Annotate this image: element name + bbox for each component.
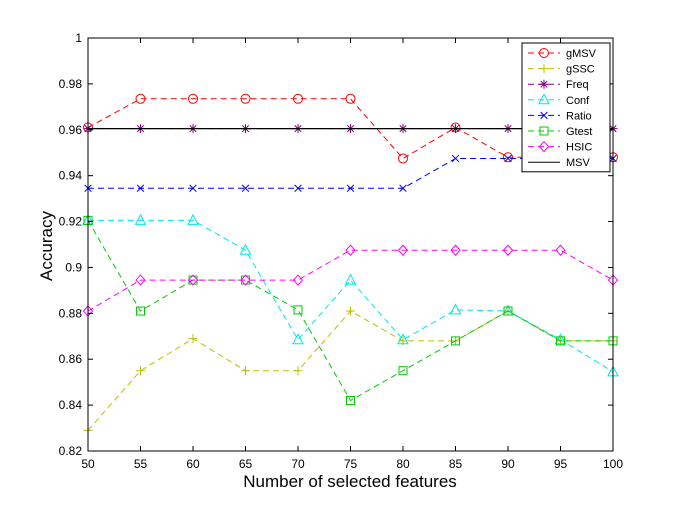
data-point-conf [239,243,252,255]
series-line-hsic [87,249,614,312]
data-point-gssc [136,366,145,376]
data-point-gtest [293,305,303,315]
legend-item-freq: Freq [528,79,589,91]
y-axis-title: Accuracy [37,211,56,281]
legend-item-conf: Conf [528,93,590,107]
data-point-hsic [292,274,304,286]
x-tick-label: 80 [396,457,410,471]
data-point-ratio [451,154,460,163]
data-point-gmsv [135,93,146,104]
series-hsic [82,244,619,317]
data-point-hsic [555,244,566,256]
x-tick-label: 50 [81,457,95,471]
series-line-gtest [87,220,613,402]
x-tick-label: 95 [554,457,568,471]
data-point-gmsv [398,153,408,164]
data-point-hsic [345,244,356,256]
x-axis-title: Number of selected features [243,472,457,491]
x-tick-label: 90 [501,457,515,471]
legend: gMSV gSSC Freq Conf Ratio Gtest HSIC MSV [521,42,611,173]
legend-marker-hsic [538,140,550,153]
y-tick-label: 0.96 [59,123,83,137]
data-point-conf [344,273,357,285]
legend-label-gmsv: gMSV [566,48,597,60]
legend-marker-gtest [539,126,549,136]
data-point-ratio [241,184,250,193]
legend-item-gssc: gSSC [528,64,595,76]
data-point-gtest [398,366,408,376]
data-point-ratio [346,184,355,193]
x-tick-label: 60 [186,457,200,471]
legend-item-gtest: Gtest [528,126,592,138]
y-tick-label: 0.86 [59,352,83,366]
legend-item-ratio: Ratio [528,110,592,122]
data-point-gtest [556,336,565,346]
data-point-hsic [240,274,251,286]
data-point-ratio [399,184,407,193]
data-point-conf [397,333,409,345]
legend-box [521,42,611,173]
data-point-gmsv [345,93,356,104]
y-tick-label: 0.88 [59,306,83,320]
x-tick-label: 75 [344,457,358,471]
data-point-conf [187,213,199,225]
x-tick-label: 85 [449,457,463,471]
data-point-gmsv [240,93,251,104]
data-point-ratio [294,184,302,193]
data-point-ratio [189,184,197,193]
y-tick-label: 0.94 [59,169,83,183]
data-point-ratio [136,184,145,193]
legend-item-hsic: HSIC [528,140,592,154]
series-layer [82,93,619,435]
legend-label-conf: Conf [566,95,590,107]
y-tick-label: 0.92 [59,215,83,229]
x-tick-label: 55 [134,457,148,471]
legend-item-msv: MSV [528,157,591,169]
legend-marker-ratio [540,111,548,120]
series-line-gmsv [87,98,613,160]
legend-label-msv: MSV [566,157,591,169]
data-point-gssc [188,334,198,344]
legend-marker-freq [539,79,549,89]
y-tick-label: 1 [75,31,82,45]
legend-marker-gssc [539,64,549,74]
data-point-gtest [503,306,513,316]
data-point-conf [292,333,304,345]
legend-item-gmsv: gMSV [528,48,597,60]
legend-marker-gmsv [539,48,549,58]
legend-label-gtest: Gtest [566,126,592,138]
data-point-gssc [346,306,355,316]
legend-label-ratio: Ratio [566,110,592,122]
legend-label-gssc: gSSC [566,64,595,76]
data-point-gtest [451,336,460,346]
data-point-gmsv [188,93,198,104]
data-point-ratio [504,154,512,163]
y-tick-label: 0.84 [59,398,83,412]
data-point-hsic [187,274,199,286]
y-tick-label: 0.98 [59,77,83,91]
legend-label-hsic: HSIC [566,142,592,154]
data-point-gssc [293,366,303,376]
data-point-conf [134,213,147,225]
data-point-gssc [241,366,250,376]
data-point-hsic [450,244,461,256]
legend-label-freq: Freq [566,79,589,91]
x-tick-label: 100 [603,457,623,471]
y-tick-label: 0.9 [65,260,82,274]
data-point-hsic [502,244,514,256]
data-point-conf [449,303,462,315]
legend-marker-conf [538,93,550,105]
data-point-gtest [346,396,355,406]
data-point-hsic [397,244,409,256]
y-tick-label: 0.82 [59,444,83,458]
data-point-hsic [135,274,146,286]
axes-layer: 50 55 60 65 70 75 80 85 90 95 100 0.82 0.84 0.86 0.88 0… [59,31,624,471]
x-tick-label: 70 [291,457,305,471]
x-tick-label: 65 [239,457,253,471]
data-point-gmsv [293,93,303,104]
data-point-gtest [136,306,145,316]
data-point-gmsv [503,152,513,163]
